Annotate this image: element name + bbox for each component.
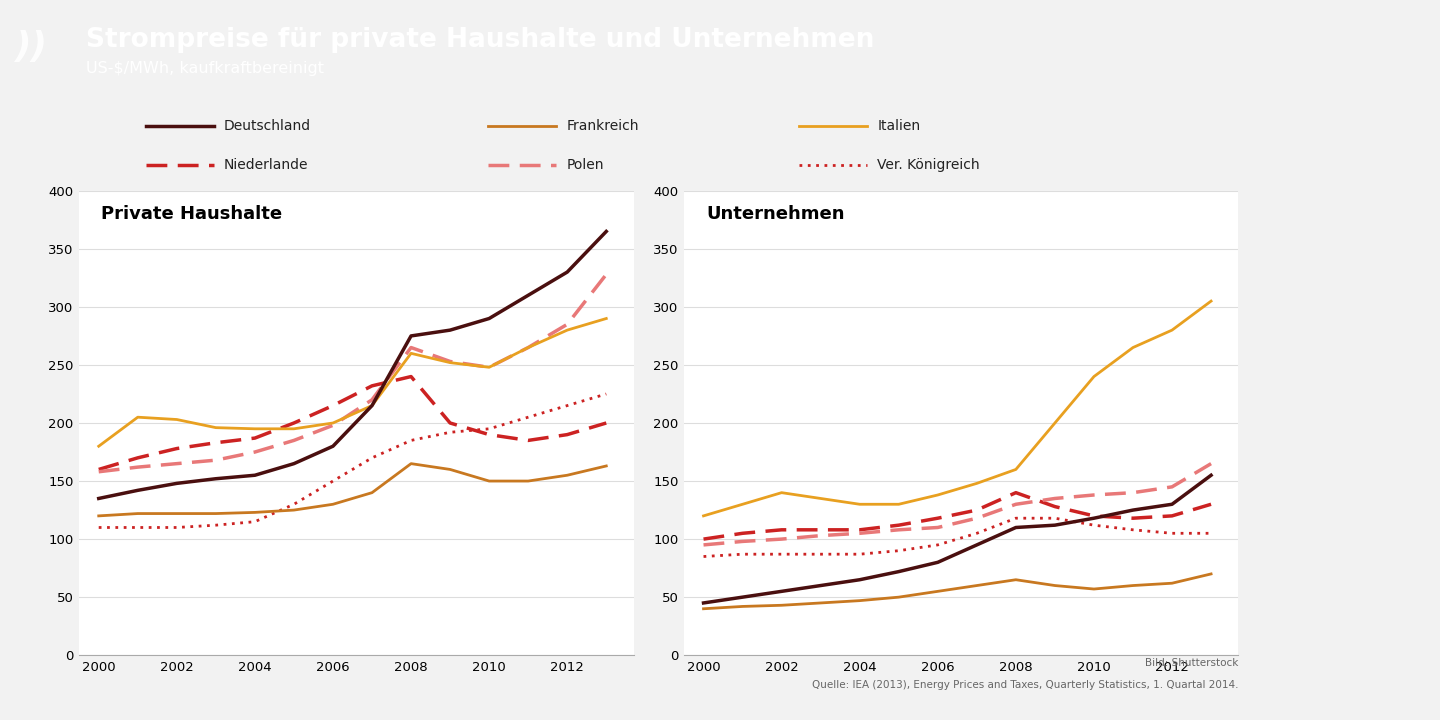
Text: Italien: Italien (877, 119, 920, 132)
Text: Bild: Shutterstock: Bild: Shutterstock (1145, 658, 1238, 668)
Text: Quelle: IEA (2013), Energy Prices and Taxes, Quarterly Statistics, 1. Quartal 20: Quelle: IEA (2013), Energy Prices and Ta… (812, 680, 1238, 690)
Text: Niederlande: Niederlande (225, 158, 308, 172)
Text: Unternehmen: Unternehmen (706, 204, 845, 222)
Text: Private Haushalte: Private Haushalte (101, 204, 282, 222)
Text: US-$/MWh, kaufkraftbereinigt: US-$/MWh, kaufkraftbereinigt (86, 60, 324, 76)
Text: )): )) (16, 30, 48, 63)
Text: Ver. Königreich: Ver. Königreich (877, 158, 979, 172)
Text: Polen: Polen (566, 158, 603, 172)
Text: Strompreise für private Haushalte und Unternehmen: Strompreise für private Haushalte und Un… (86, 27, 874, 53)
Text: Frankreich: Frankreich (566, 119, 639, 132)
Text: Deutschland: Deutschland (225, 119, 311, 132)
